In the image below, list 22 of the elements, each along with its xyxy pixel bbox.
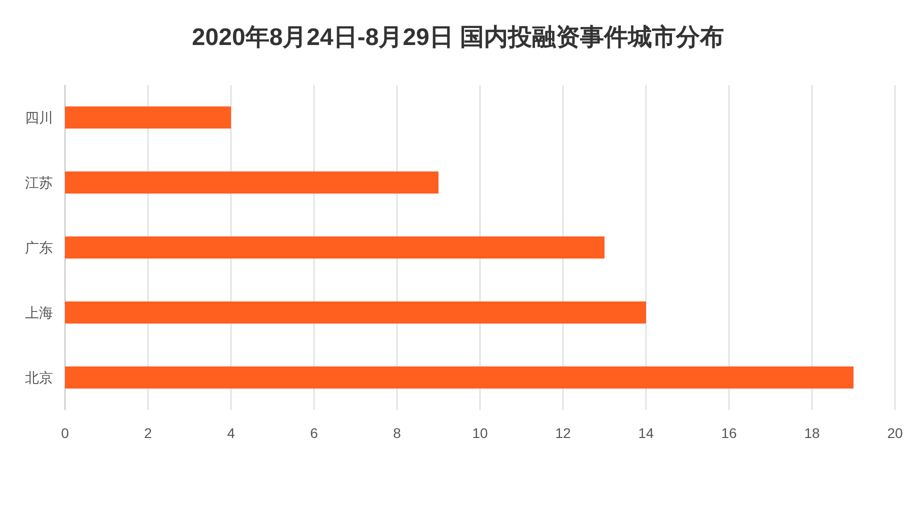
y-tick-label: 江苏 [25, 174, 53, 190]
bar [65, 106, 231, 129]
bar [65, 236, 604, 259]
x-tick-label: 12 [555, 425, 571, 441]
bar [65, 301, 646, 324]
x-tick-label: 8 [393, 425, 402, 441]
x-tick-label: 14 [638, 425, 654, 441]
x-tick-label: 4 [227, 425, 236, 441]
x-tick-label: 18 [804, 425, 820, 441]
x-tick-label: 0 [61, 425, 70, 441]
y-tick-label: 广东 [25, 240, 53, 256]
x-tick-label: 20 [887, 425, 903, 441]
chart-title: 2020年8月24日-8月29日 国内投融资事件城市分布 [192, 24, 724, 51]
y-tick-label: 四川 [25, 110, 53, 126]
x-tick-label: 16 [721, 425, 737, 441]
x-tick-label: 2 [144, 425, 152, 441]
x-tick-label: 6 [310, 425, 318, 441]
bar [65, 366, 854, 389]
bar [65, 171, 438, 194]
x-tick-label: 10 [472, 425, 488, 441]
y-tick-label: 北京 [25, 370, 53, 386]
y-tick-label: 上海 [25, 304, 53, 320]
